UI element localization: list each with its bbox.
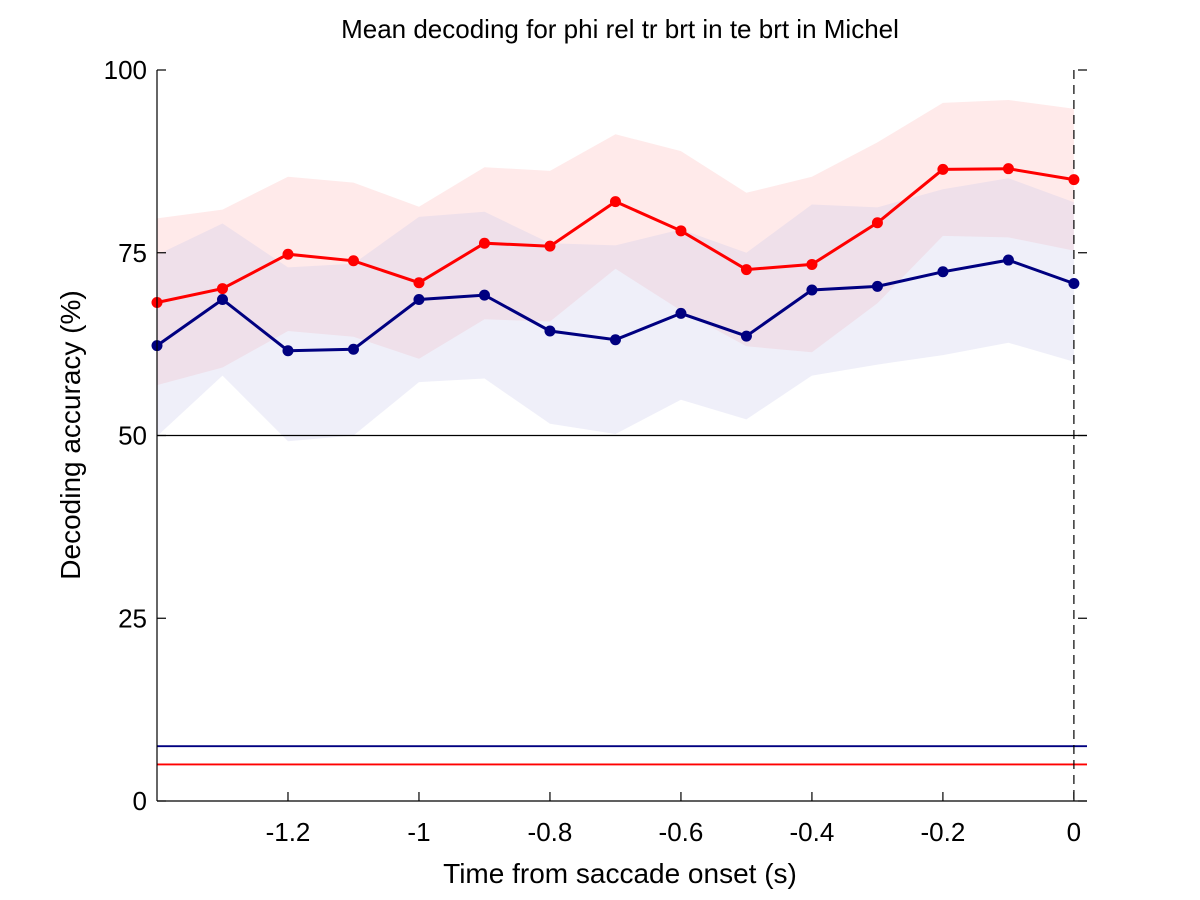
- data-point-1-14: [1068, 277, 1080, 289]
- y-tick-label-1: 25: [118, 603, 147, 633]
- data-point-1-9: [740, 330, 752, 342]
- chart-title: Mean decoding for phi rel tr brt in te b…: [341, 14, 899, 44]
- data-point-1-13: [1002, 254, 1014, 266]
- data-point-1-2: [282, 345, 294, 357]
- x-tick-label-0: -1.2: [266, 817, 311, 847]
- x-axis-label: Time from saccade onset (s): [443, 858, 797, 889]
- x-tick-label-1: -1: [407, 817, 430, 847]
- reference-lines: [157, 70, 1087, 801]
- y-axis-label: Decoding accuracy (%): [55, 290, 86, 579]
- data-point-0-6: [544, 240, 556, 252]
- data-point-1-7: [609, 334, 621, 346]
- x-tick-label-6: 0: [1067, 817, 1081, 847]
- data-point-0-3: [347, 255, 359, 267]
- data-point-1-3: [347, 343, 359, 355]
- axes: 0 25 50 75 100 -1.2 -1 -0.8 -0.6 -0.4 -0.2 0: [104, 55, 1087, 847]
- data-point-1-11: [871, 280, 883, 292]
- data-point-0-13: [1002, 163, 1014, 175]
- data-point-1-10: [806, 284, 818, 296]
- y-tick-label-4: 100: [104, 55, 147, 85]
- x-tick-label-4: -0.4: [790, 817, 835, 847]
- y-tick-label-0: 0: [133, 786, 147, 816]
- series-lines: [151, 163, 1080, 357]
- y-tick-label-2: 50: [118, 421, 147, 451]
- data-point-0-2: [282, 248, 294, 260]
- x-tick-label-3: -0.6: [659, 817, 704, 847]
- data-point-0-11: [871, 217, 883, 229]
- data-point-1-4: [413, 294, 425, 306]
- data-point-0-10: [806, 258, 818, 270]
- data-point-0-8: [675, 225, 687, 237]
- data-point-0-14: [1068, 174, 1080, 186]
- data-point-1-6: [544, 325, 556, 337]
- x-tick-label-5: -0.2: [921, 817, 966, 847]
- data-point-1-5: [478, 289, 490, 301]
- data-point-0-1: [216, 283, 228, 295]
- data-point-1-8: [675, 307, 687, 319]
- confidence-band-0: [157, 100, 1074, 386]
- data-point-1-12: [937, 266, 949, 278]
- data-point-1-1: [216, 294, 228, 306]
- data-point-0-4: [413, 277, 425, 289]
- x-tick-label-2: -0.8: [528, 817, 573, 847]
- data-point-0-5: [478, 237, 490, 249]
- data-point-0-7: [609, 196, 621, 208]
- data-point-0-12: [937, 163, 949, 175]
- y-tick-label-3: 75: [118, 238, 147, 268]
- data-point-0-9: [740, 264, 752, 276]
